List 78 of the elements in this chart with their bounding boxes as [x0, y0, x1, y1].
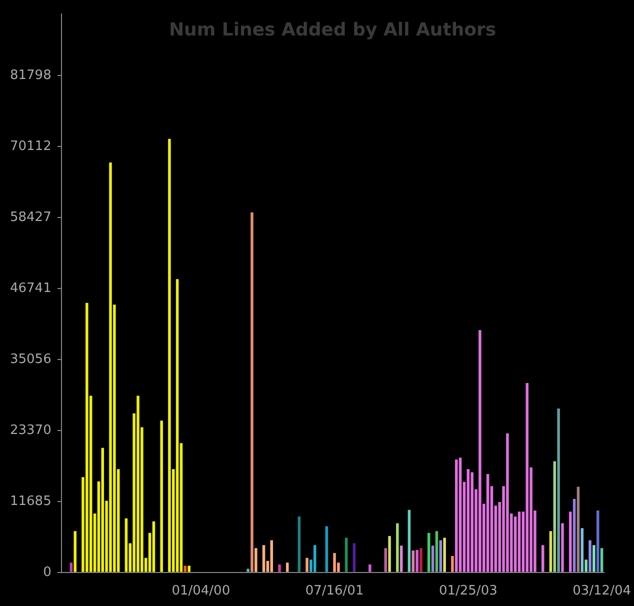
bar [557, 408, 560, 572]
bar [458, 458, 462, 572]
bar [518, 512, 521, 572]
y-tick-label: 0 [43, 564, 52, 580]
x-tick-label: 07/16/01 [305, 584, 364, 599]
bar [572, 498, 576, 572]
bar [325, 526, 328, 572]
bar [592, 545, 596, 572]
bar [588, 540, 592, 572]
bar [86, 302, 88, 572]
bar [262, 545, 266, 572]
bar [412, 550, 415, 572]
bar [184, 566, 187, 572]
bar [451, 556, 454, 572]
bar [124, 518, 128, 572]
bar [416, 550, 418, 572]
y-tick-label: 58427 [10, 210, 52, 226]
bar [176, 279, 179, 572]
bar [478, 330, 482, 572]
bar [431, 546, 434, 572]
bar [400, 546, 403, 572]
bar [486, 474, 490, 572]
bar [600, 548, 604, 572]
bar [136, 396, 140, 572]
x-tick-label: 03/12/04 [572, 584, 631, 599]
y-tick-label: 11685 [10, 494, 52, 509]
bar [584, 560, 588, 572]
chart-title: Num Lines Added by All Authors [168, 19, 496, 40]
bar [568, 512, 572, 572]
bar [596, 510, 600, 572]
bar [70, 562, 73, 572]
bar [466, 469, 470, 572]
bar [506, 433, 509, 572]
bar [246, 568, 250, 572]
bar [435, 531, 438, 572]
bar [333, 552, 336, 572]
bar [408, 510, 411, 572]
bar [109, 162, 112, 572]
y-tick-label: 70112 [10, 139, 52, 154]
bar [454, 459, 458, 572]
bar [368, 564, 372, 572]
bar [250, 212, 254, 572]
bar [439, 540, 442, 572]
bar [427, 532, 430, 572]
bar [254, 548, 258, 572]
y-tick-label: 46741 [10, 280, 52, 296]
bar [286, 562, 289, 572]
y-tick-label: 23370 [10, 422, 52, 438]
bar [388, 536, 391, 572]
bar [384, 548, 387, 572]
bar [168, 138, 171, 572]
bar [526, 382, 528, 572]
bar [313, 545, 316, 572]
bar [152, 521, 156, 572]
bar [396, 523, 399, 572]
x-tick-label: 01/04/00 [172, 584, 230, 599]
y-tick-label: 81798 [10, 68, 52, 84]
bar [549, 531, 552, 572]
bar [74, 531, 76, 572]
bar [188, 566, 190, 572]
bar [553, 461, 556, 572]
bar [270, 540, 274, 572]
bar [306, 558, 308, 572]
bar [541, 545, 544, 572]
bar [576, 486, 580, 572]
bar [420, 548, 422, 572]
bar [470, 472, 474, 572]
bar [160, 420, 163, 572]
bar [561, 523, 564, 572]
bar [344, 538, 348, 572]
y-tick-label: 35056 [10, 352, 52, 367]
bar [443, 538, 446, 572]
bar [298, 516, 301, 572]
x-tick-label: 01/25/03 [438, 584, 498, 599]
bar [580, 528, 584, 572]
bar [278, 564, 281, 572]
bar [352, 543, 356, 572]
bar [101, 448, 104, 572]
